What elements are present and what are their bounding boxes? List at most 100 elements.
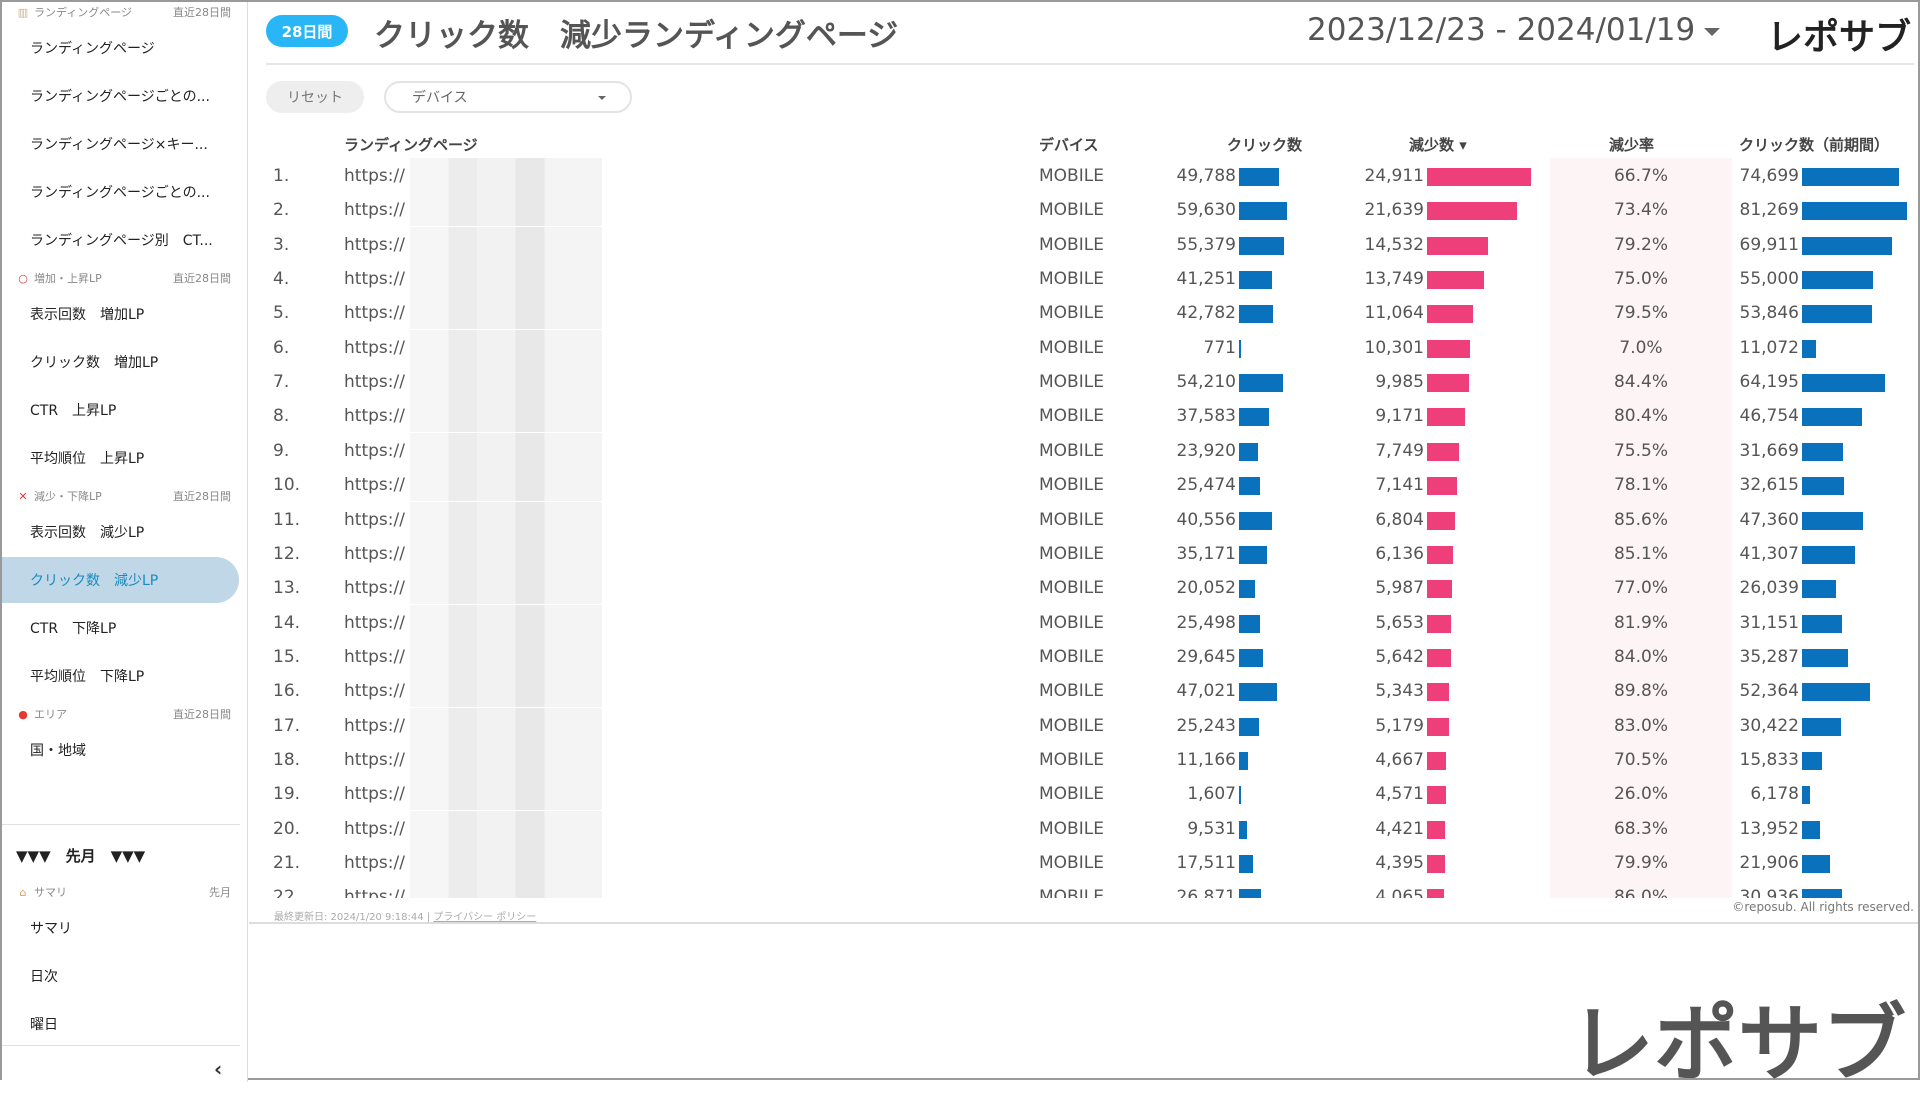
column-header-device[interactable]: デバイス	[1039, 136, 1099, 154]
table-row[interactable]: 15. https:// MOBILE 29,645 5,642 84.0% 3…	[259, 638, 1919, 675]
sidebar-section-header: ⌂ サマリ 先月	[16, 884, 232, 900]
landing-page-url[interactable]: https://	[344, 887, 405, 898]
table-row[interactable]: 4. https:// MOBILE 41,251 13,749 75.0% 5…	[259, 261, 1919, 297]
landing-page-url[interactable]: https://	[344, 234, 405, 255]
row-number: 4.	[273, 269, 290, 290]
landing-page-url[interactable]: https://	[344, 509, 405, 530]
clicks-value: 59,630	[1176, 200, 1236, 221]
table-row[interactable]: 6. https:// MOBILE 771 10,301 7.0% 11,07…	[259, 329, 1919, 366]
section-label: サマリ	[34, 886, 67, 899]
decrease-bar	[1427, 545, 1453, 564]
table-row[interactable]: 20. https:// MOBILE 9,531 4,421 68.3% 13…	[259, 810, 1919, 847]
device-filter-dropdown[interactable]: デバイス	[384, 81, 632, 113]
sidebar-item[interactable]: ランディングページごとの...	[2, 169, 239, 215]
date-range[interactable]: 2023/12/23 - 2024/01/19	[1307, 12, 1696, 48]
sidebar-item[interactable]: サマリ	[2, 905, 239, 951]
table-row[interactable]: 8. https:// MOBILE 37,583 9,171 80.4% 46…	[259, 398, 1919, 434]
landing-page-url[interactable]: https://	[344, 337, 405, 358]
landing-page-url[interactable]: https://	[344, 749, 405, 770]
table-row[interactable]: 12. https:// MOBILE 35,171 6,136 85.1% 4…	[259, 535, 1919, 572]
decrease-bar	[1427, 168, 1531, 186]
sidebar-item[interactable]: 国・地域	[2, 727, 239, 773]
landing-page-url[interactable]: https://	[344, 303, 405, 324]
date-dropdown-icon[interactable]	[1704, 28, 1720, 36]
sidebar-section-header: ● エリア 直近28日間	[16, 706, 231, 722]
clicks-value: 771	[1203, 337, 1236, 358]
table-row[interactable]: 19. https:// MOBILE 1,607 4,571 26.0% 6,…	[259, 776, 1919, 812]
redacted-url-mosaic	[410, 364, 602, 399]
landing-page-url[interactable]: https://	[344, 612, 405, 633]
sidebar-item[interactable]: 平均順位 下降LP	[2, 653, 239, 699]
table-row[interactable]: 7. https:// MOBILE 54,210 9,985 84.4% 64…	[259, 364, 1919, 400]
decrease-bar	[1427, 855, 1446, 873]
reset-button[interactable]: リセット	[266, 81, 364, 113]
table-row[interactable]: 22. https:// MOBILE 26,871 4,065 86.0% 3…	[259, 879, 1919, 898]
landing-page-url[interactable]: https://	[344, 200, 405, 221]
sidebar-item[interactable]: 表示回数 増加LP	[2, 291, 239, 337]
sidebar-item[interactable]: クリック数 減少LP	[2, 557, 239, 603]
landing-page-url[interactable]: https://	[344, 475, 405, 496]
table-row[interactable]: 5. https:// MOBILE 42,782 11,064 79.5% 5…	[259, 295, 1919, 331]
table-row[interactable]: 2. https:// MOBILE 59,630 21,639 73.4% 8…	[259, 192, 1919, 228]
landing-page-url[interactable]: https://	[344, 853, 405, 873]
sidebar-item[interactable]: 平均順位 上昇LP	[2, 435, 239, 481]
collapse-sidebar-button[interactable]: ‹	[214, 1057, 223, 1081]
landing-page-url[interactable]: https://	[344, 440, 405, 461]
table-row[interactable]: 21. https:// MOBILE 17,511 4,395 79.9% 2…	[259, 845, 1919, 881]
table-row[interactable]: 13. https:// MOBILE 20,052 5,987 77.0% 2…	[259, 570, 1919, 606]
column-header-previous-clicks[interactable]: クリック数（前期間）	[1739, 136, 1890, 154]
table-row[interactable]: 10. https:// MOBILE 25,474 7,141 78.1% 3…	[259, 467, 1919, 503]
device-value: MOBILE	[1039, 853, 1104, 873]
decrease-rate-value: 81.9%	[1613, 612, 1668, 633]
landing-page-url[interactable]: https://	[344, 269, 405, 290]
landing-page-url[interactable]: https://	[344, 646, 405, 667]
sidebar-item[interactable]: クリック数 増加LP	[2, 339, 239, 385]
sidebar-item[interactable]: ランディングページごとの...	[2, 73, 239, 119]
redacted-url-mosaic	[410, 467, 602, 502]
sidebar-item[interactable]: CTR 下降LP	[2, 605, 239, 651]
column-header-landing-page[interactable]: ランディングページ	[344, 136, 478, 154]
privacy-policy-link[interactable]: プライバシー ポリシー	[433, 912, 537, 923]
table-row[interactable]: 16. https:// MOBILE 47,021 5,343 89.8% 5…	[259, 673, 1919, 709]
table-row[interactable]: 18. https:// MOBILE 11,166 4,667 70.5% 1…	[259, 741, 1919, 778]
sidebar-item[interactable]: 曜日	[2, 1001, 239, 1047]
column-header-decrease-rate[interactable]: 減少率	[1609, 136, 1655, 154]
circle-icon: ○	[18, 272, 28, 285]
sidebar-section-header: ✕ 減少・下降LP 直近28日間	[16, 488, 231, 504]
divider	[266, 63, 1914, 65]
clicks-bar	[1239, 374, 1283, 393]
device-value: MOBILE	[1039, 646, 1104, 667]
decrease-bar	[1427, 374, 1469, 393]
decrease-rate-value: 86.0%	[1613, 887, 1668, 898]
clicks-bar	[1239, 545, 1268, 564]
landing-page-url[interactable]: https://	[344, 372, 405, 393]
sidebar-item[interactable]: CTR 上昇LP	[2, 387, 239, 433]
landing-page-url[interactable]: https://	[344, 406, 405, 427]
redacted-url-mosaic	[410, 638, 602, 673]
sidebar-item[interactable]: ランディングページ×キー...	[2, 121, 239, 167]
table-row[interactable]: 9. https:// MOBILE 23,920 7,749 75.5% 31…	[259, 432, 1919, 469]
table-row[interactable]: 11. https:// MOBILE 40,556 6,804 85.6% 4…	[259, 501, 1919, 538]
clicks-bar	[1239, 648, 1263, 667]
table-row[interactable]: 17. https:// MOBILE 25,243 5,179 83.0% 3…	[259, 707, 1919, 744]
landing-page-url[interactable]: https://	[344, 681, 405, 702]
landing-page-url[interactable]: https://	[344, 166, 405, 186]
sidebar-item[interactable]: ランディングページ	[2, 25, 239, 71]
sidebar-item[interactable]: 日次	[2, 953, 239, 999]
decrease-rate-value: 89.8%	[1613, 681, 1668, 702]
sidebar-item[interactable]: ランディングページ別 CT...	[2, 217, 239, 263]
previous-clicks-value: 46,754	[1739, 406, 1799, 427]
previous-clicks-bar	[1802, 202, 1907, 221]
table-row[interactable]: 1. https:// MOBILE 49,788 24,911 66.7% 7…	[259, 158, 1919, 194]
column-header-decrease[interactable]: 減少数 ▾	[1409, 136, 1467, 154]
column-header-clicks[interactable]: クリック数	[1227, 136, 1303, 154]
landing-page-url[interactable]: https://	[344, 578, 405, 599]
landing-page-url[interactable]: https://	[344, 543, 405, 564]
sidebar-item[interactable]: 表示回数 減少LP	[2, 509, 239, 555]
landing-page-url[interactable]: https://	[344, 715, 405, 736]
landing-page-url[interactable]: https://	[344, 784, 405, 805]
landing-page-url[interactable]: https://	[344, 818, 405, 839]
table-row[interactable]: 14. https:// MOBILE 25,498 5,653 81.9% 3…	[259, 604, 1919, 641]
clicks-bar	[1239, 580, 1256, 599]
table-row[interactable]: 3. https:// MOBILE 55,379 14,532 79.2% 6…	[259, 226, 1919, 263]
